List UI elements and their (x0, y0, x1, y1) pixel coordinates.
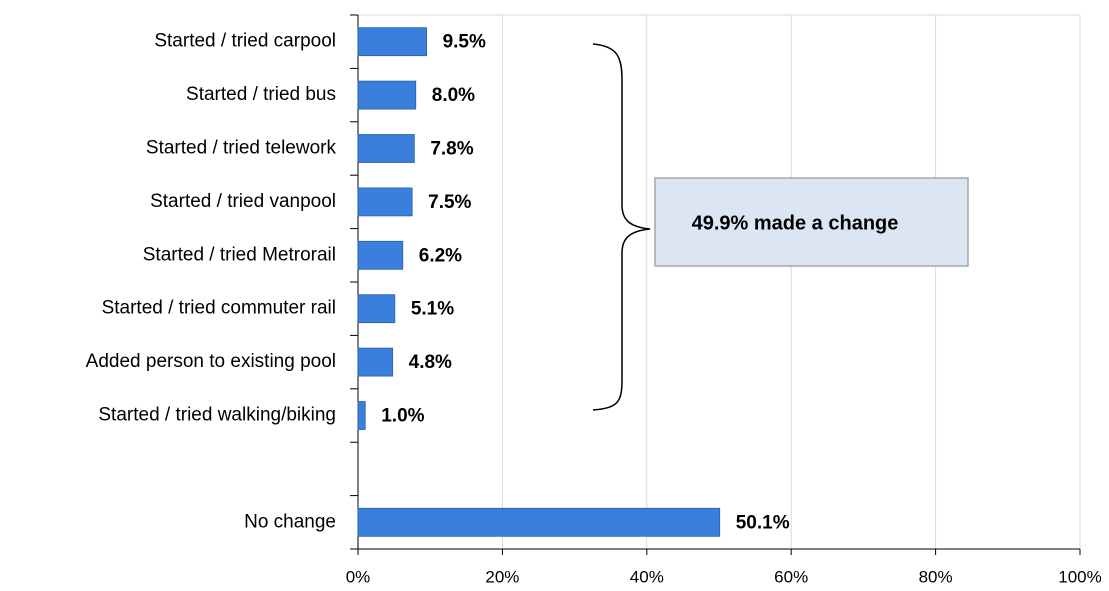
bar (357, 507, 721, 537)
bar (357, 401, 366, 430)
x-tick-label: 100% (1058, 567, 1101, 586)
x-tick-label: 0% (346, 567, 371, 586)
y-tick-label: Started / tried bus (186, 84, 336, 105)
bar (357, 187, 413, 217)
y-tick-label: Started / tried commuter rail (102, 298, 336, 319)
brace (592, 43, 651, 411)
y-tick-label: Started / tried telework (146, 138, 337, 159)
bar (357, 240, 404, 270)
value-label: 4.8% (409, 352, 452, 373)
bar (357, 134, 415, 163)
x-tick-label: 40% (630, 567, 664, 586)
value-label: 1.0% (381, 406, 424, 427)
y-tick-label: Started / tried walking/biking (98, 405, 336, 426)
annotation-box (654, 177, 969, 267)
y-tick-label: Started / tried carpool (154, 31, 336, 52)
value-label: 9.5% (443, 32, 486, 53)
bar (357, 27, 427, 57)
bar (357, 294, 396, 324)
value-label: 5.1% (411, 299, 454, 320)
bar (357, 80, 417, 110)
y-tick-label: Added person to existing pool (86, 351, 336, 372)
value-label: 6.2% (419, 245, 462, 266)
y-tick-label: Started / tried vanpool (150, 191, 336, 212)
x-tick-label: 20% (485, 567, 519, 586)
bar (357, 347, 394, 377)
value-label: 50.1% (736, 512, 790, 533)
y-tick-label: No change (244, 511, 336, 532)
value-label: 7.5% (428, 192, 471, 213)
y-tick-label: Started / tried Metrorail (143, 244, 336, 265)
value-label: 8.0% (432, 85, 475, 106)
x-tick-label: 80% (919, 567, 953, 586)
annotation: 49.9% made a change (692, 212, 899, 234)
value-label: 7.8% (430, 139, 473, 160)
x-tick-label: 60% (774, 567, 808, 586)
